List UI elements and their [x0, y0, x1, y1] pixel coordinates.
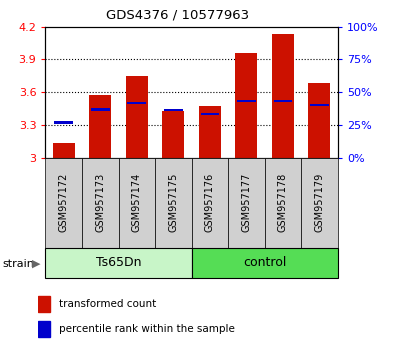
Bar: [155, 158, 192, 248]
Bar: [126, 76, 148, 158]
Bar: [308, 83, 330, 158]
Bar: [201, 113, 219, 115]
Text: strain: strain: [2, 259, 34, 269]
Bar: [53, 143, 75, 158]
Bar: [89, 95, 111, 158]
Text: GSM957178: GSM957178: [278, 173, 288, 232]
Bar: [82, 158, 118, 248]
Bar: [128, 102, 146, 104]
Bar: [38, 296, 49, 312]
Text: transformed count: transformed count: [58, 299, 156, 309]
Bar: [199, 106, 221, 158]
Bar: [265, 158, 301, 248]
Bar: [272, 34, 294, 158]
Bar: [192, 158, 228, 248]
Text: GSM957174: GSM957174: [132, 173, 142, 232]
Bar: [228, 158, 265, 248]
Bar: [91, 108, 109, 111]
Text: control: control: [243, 256, 286, 269]
Text: ▶: ▶: [32, 259, 41, 269]
Bar: [38, 321, 49, 337]
Text: percentile rank within the sample: percentile rank within the sample: [58, 324, 234, 334]
Text: Ts65Dn: Ts65Dn: [96, 256, 141, 269]
Bar: [235, 53, 258, 158]
Text: GSM957173: GSM957173: [95, 173, 105, 232]
Text: GSM957175: GSM957175: [168, 173, 178, 232]
Bar: [237, 99, 256, 102]
Text: GSM957179: GSM957179: [314, 173, 324, 232]
Text: GDS4376 / 10577963: GDS4376 / 10577963: [106, 9, 249, 22]
Bar: [274, 99, 292, 102]
Bar: [301, 158, 338, 248]
Bar: [162, 110, 184, 158]
Bar: [45, 248, 192, 278]
Text: GSM957172: GSM957172: [59, 173, 69, 232]
Text: GSM957176: GSM957176: [205, 173, 215, 232]
Bar: [118, 158, 155, 248]
Bar: [192, 248, 338, 278]
Text: GSM957177: GSM957177: [241, 173, 251, 232]
Bar: [45, 158, 82, 248]
Bar: [55, 121, 73, 124]
Bar: [310, 104, 329, 106]
Bar: [164, 109, 182, 111]
